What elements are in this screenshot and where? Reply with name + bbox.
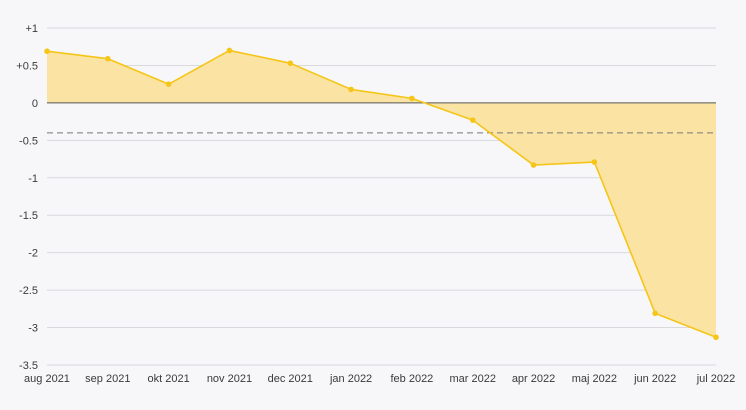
data-point bbox=[44, 48, 50, 55]
area-fill bbox=[47, 50, 716, 338]
x-tick-label: aug 2021 bbox=[24, 373, 70, 385]
y-tick-labels: +1 +0.5 0 -0.5 -1 -1.5 -2 -2.5 -3 -3.5 bbox=[16, 23, 38, 372]
grid-layer bbox=[47, 27, 716, 366]
x-tick-label: maj 2022 bbox=[572, 373, 617, 385]
series-line bbox=[46, 49, 717, 339]
data-point bbox=[530, 162, 537, 168]
y-tick-label: +0.5 bbox=[16, 60, 38, 72]
y-tick-label: -1.5 bbox=[19, 210, 38, 222]
line-layer bbox=[46, 49, 717, 339]
x-tick-label: apr 2022 bbox=[512, 373, 555, 385]
data-point bbox=[226, 47, 233, 54]
x-tick-label: dec 2021 bbox=[268, 373, 313, 385]
data-point bbox=[165, 81, 172, 87]
x-tick-label: feb 2022 bbox=[390, 373, 433, 385]
y-tick-label: -0.5 bbox=[19, 135, 38, 147]
x-tick-label: okt 2021 bbox=[148, 373, 190, 385]
data-point bbox=[713, 334, 719, 341]
data-point bbox=[591, 159, 598, 165]
data-point bbox=[652, 310, 658, 317]
x-tick-label: sep 2021 bbox=[85, 373, 130, 385]
area-layer bbox=[47, 50, 716, 338]
y-tick-label: -3.5 bbox=[19, 360, 38, 372]
data-point bbox=[409, 95, 415, 102]
x-tick-label: nov 2021 bbox=[207, 373, 252, 385]
y-tick-label: -1 bbox=[28, 173, 38, 185]
data-point bbox=[348, 86, 354, 93]
x-tick-label: jun 2022 bbox=[633, 373, 676, 385]
y-tick-label: +1 bbox=[25, 23, 38, 35]
x-tick-labels: aug 2021 sep 2021 okt 2021 nov 2021 dec 2021… bbox=[24, 373, 735, 385]
y-tick-label: 0 bbox=[32, 98, 38, 110]
y-tick-label: -3 bbox=[28, 323, 38, 335]
data-point bbox=[105, 55, 111, 62]
point-layer bbox=[44, 47, 719, 341]
data-point bbox=[287, 60, 294, 66]
x-tick-label: mar 2022 bbox=[449, 373, 495, 385]
data-point bbox=[469, 117, 476, 123]
x-tick-label: jul 2022 bbox=[696, 373, 736, 385]
x-tick-label: jan 2022 bbox=[329, 373, 372, 385]
y-tick-label: -2 bbox=[28, 248, 38, 260]
y-tick-label: -2.5 bbox=[19, 285, 38, 297]
